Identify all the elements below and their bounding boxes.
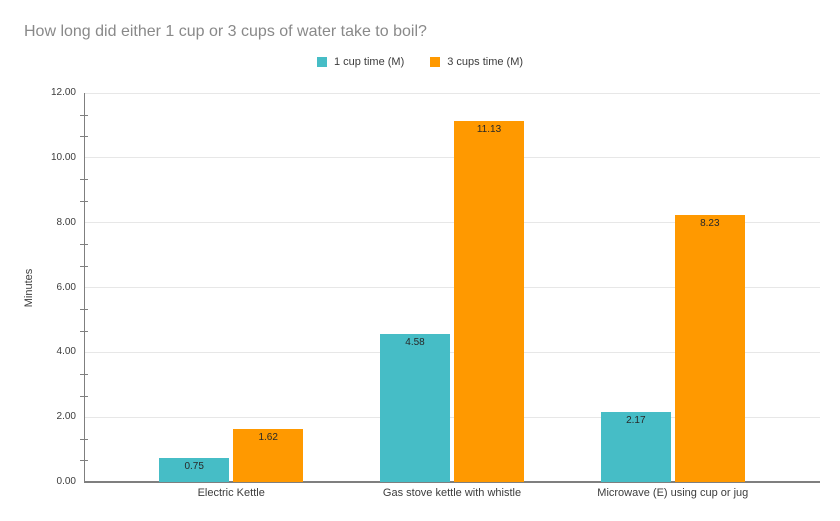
x-axis-category-label-gas-stove-kettle-with-whistle: Gas stove kettle with whistle <box>382 487 522 499</box>
bar-value-label: 0.75 <box>184 460 204 472</box>
bar-3-cups-time-m-gas-stove-kettle-with-whistle[interactable]: 11.13 <box>454 121 524 482</box>
y-gridline <box>84 157 820 159</box>
y-axis-minor-tick <box>80 265 88 267</box>
y-axis-tick-label: 6.00 <box>56 281 76 293</box>
y-axis-minor-tick <box>80 201 88 203</box>
legend-swatch-icon <box>316 57 327 67</box>
legend-item-1-cup-time-m[interactable]: 1 cup time (M) <box>316 56 405 68</box>
bar-1-cup-time-m-gas-stove-kettle-with-whistle[interactable]: 4.58 <box>380 333 450 482</box>
y-axis-tick-label: 4.00 <box>56 346 76 358</box>
x-axis-category-label-electric-kettle: Electric Kettle <box>197 487 265 499</box>
y-axis-minor-tick <box>80 330 88 332</box>
y-axis-minor-tick <box>80 373 88 375</box>
y-axis-minor-tick <box>80 136 88 138</box>
y-axis-tick-label: 10.00 <box>50 151 76 163</box>
y-gridline <box>84 287 820 288</box>
y-gridline <box>84 222 820 224</box>
y-axis-minor-tick <box>80 460 88 462</box>
bar-1-cup-time-m-microwave-e-using-cup-or-jug[interactable]: 2.17 <box>600 411 671 482</box>
legend-label: 3 cups time (M) <box>447 56 524 68</box>
y-gridline <box>84 92 820 94</box>
bar-value-label: 1.62 <box>258 432 278 444</box>
y-axis-tick-label: 8.00 <box>56 216 76 228</box>
y-axis-minor-tick <box>80 395 88 397</box>
y-axis-minor-tick <box>80 438 88 440</box>
bar-value-label: 2.17 <box>626 414 646 426</box>
y-gridline <box>84 351 820 353</box>
y-axis-minor-tick <box>80 309 88 311</box>
y-axis-minor-tick <box>80 179 88 181</box>
legend-swatch-icon <box>430 57 441 67</box>
bar-value-label: 4.58 <box>405 336 425 348</box>
chart-title: How long did either 1 cup or 3 cups of w… <box>24 23 427 40</box>
bar-1-cup-time-m-electric-kettle[interactable]: 0.75 <box>159 457 230 482</box>
legend: 1 cup time (M) 3 cups time (M) <box>0 55 840 69</box>
bar-3-cups-time-m-microwave-e-using-cup-or-jug[interactable]: 8.23 <box>674 215 745 482</box>
y-axis-tick-label: 12.00 <box>50 87 76 98</box>
legend-item-3-cups-time-m[interactable]: 3 cups time (M) <box>430 56 523 68</box>
y-gridline <box>84 416 820 418</box>
y-axis-tick-label: 2.00 <box>56 411 76 423</box>
bar-value-label: 11.13 <box>476 124 502 136</box>
bar-3-cups-time-m-electric-kettle[interactable]: 1.62 <box>233 429 304 482</box>
y-axis-tick-label: 0.00 <box>56 476 76 487</box>
y-axis-minor-tick <box>80 244 88 246</box>
plot-area: 0.75 4.58 2.17 1.62 11.13 8.23 <box>80 92 820 483</box>
x-axis-baseline <box>84 481 820 483</box>
bar-value-label: 8.23 <box>700 218 720 230</box>
y-axis-minor-tick <box>80 114 88 116</box>
legend-label: 1 cup time (M) <box>333 56 405 68</box>
x-axis-category-label-microwave-e-using-cup-or-jug: Microwave (E) using cup or jug <box>597 487 749 499</box>
y-axis-line <box>84 93 85 482</box>
